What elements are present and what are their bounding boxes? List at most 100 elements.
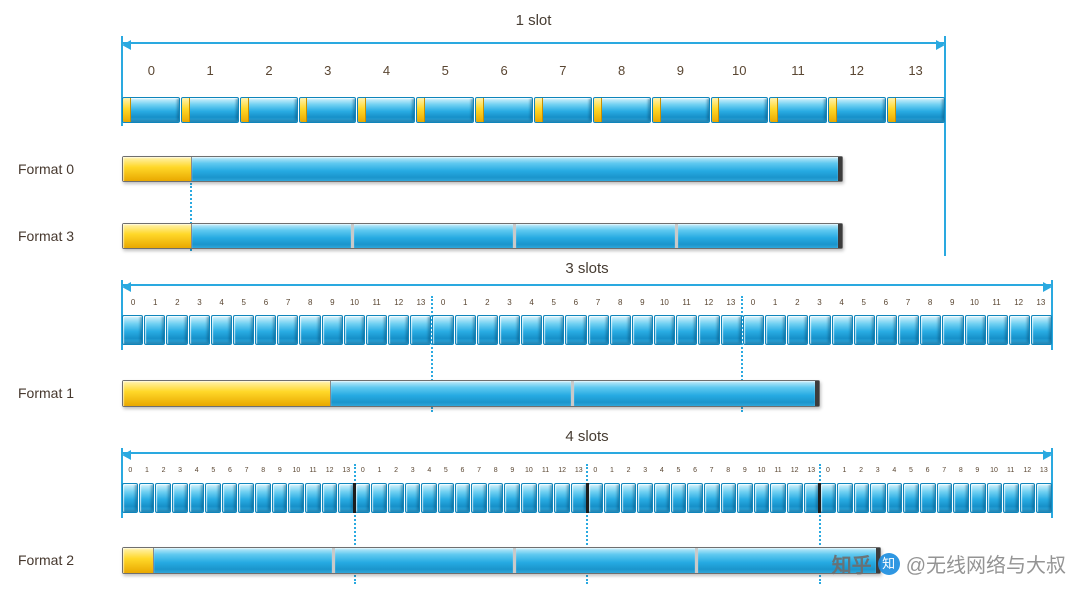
- symbol-index: 13: [908, 62, 923, 78]
- cyclic-prefix-strip: [652, 98, 661, 122]
- ofdm-symbol-block: [277, 315, 299, 345]
- symbol-index: 3: [643, 467, 648, 474]
- cyclic-prefix-strip: [888, 98, 896, 122]
- sequence-segment: [332, 548, 514, 573]
- ofdm-symbol-block: [676, 315, 698, 345]
- sequence-segment: [351, 224, 514, 248]
- ofdm-symbol-block: [122, 315, 144, 345]
- ofdm-symbol-block: [1008, 315, 1031, 345]
- sequence-segment: [191, 224, 351, 248]
- ofdm-symbol-block: [487, 483, 504, 513]
- cyclic-prefix-strip: [829, 98, 838, 122]
- ofdm-symbol-block: [698, 315, 720, 345]
- ofdm-symbol-block: [953, 483, 969, 513]
- ofdm-symbol-block: [122, 97, 180, 123]
- ofdm-symbol-block: [454, 483, 471, 513]
- symbol-index: 10: [757, 467, 766, 474]
- format-cp-block: [123, 157, 192, 181]
- symbol-index: 11: [992, 298, 1001, 307]
- format-end-cap: [814, 381, 819, 406]
- cyclic-prefix-strip: [417, 98, 426, 122]
- symbol-index: 8: [307, 298, 313, 307]
- slot-boundary-dotted-line: [431, 296, 433, 412]
- symbol-index: 11: [309, 467, 317, 474]
- ofdm-symbol-block: [592, 97, 651, 123]
- cyclic-prefix-strip: [535, 98, 543, 122]
- sequence-segment: [694, 548, 876, 573]
- symbol-index: 9: [330, 298, 335, 307]
- sequence-segment: [675, 224, 838, 248]
- ofdm-symbol-block: [770, 483, 786, 513]
- symbol-index: 7: [559, 62, 567, 78]
- ofdm-symbol-block: [820, 483, 836, 513]
- ofdm-symbol-block: [986, 483, 1003, 513]
- symbol-index: 0: [360, 467, 365, 474]
- symbol-index: 12: [325, 467, 334, 474]
- ofdm-symbol-block: [828, 97, 887, 123]
- ofdm-symbol-block: [343, 315, 365, 345]
- ofdm-symbol-block: [421, 483, 437, 513]
- symbol-index: 0: [128, 467, 133, 474]
- symbol-index: 1: [772, 298, 778, 307]
- ofdm-symbol-block: [886, 483, 903, 513]
- symbol-index: 2: [265, 62, 273, 78]
- ofdm-symbol-block: [521, 483, 537, 513]
- symbol-index: 4: [427, 467, 432, 474]
- ofdm-symbol-block: [321, 315, 343, 345]
- ofdm-symbol-block: [232, 315, 255, 345]
- slot-boundary-dotted-line: [189, 183, 192, 251]
- ofdm-symbol-block: [521, 315, 543, 345]
- symbol-index: 10: [969, 298, 979, 307]
- ofdm-symbol-block: [787, 483, 803, 513]
- right-boundary-line: [944, 36, 946, 256]
- symbol-index: 5: [551, 298, 556, 307]
- symbol-index: 3: [817, 298, 822, 307]
- symbol-index: 3: [507, 298, 512, 307]
- symbol-index: 7: [942, 467, 947, 474]
- ofdm-symbol-block: [1031, 315, 1053, 345]
- symbol-index: 6: [573, 298, 579, 307]
- sequence-segment: [191, 157, 838, 181]
- ofdm-symbol-block: [942, 315, 964, 345]
- format-bar: [122, 380, 820, 407]
- symbol-index: 6: [460, 467, 465, 474]
- ofdm-symbol-block: [299, 315, 321, 345]
- format-bar: [122, 156, 843, 182]
- ofdm-symbol-block: [637, 483, 653, 513]
- symbol-index: 3: [875, 467, 880, 474]
- symbol-index: 5: [441, 62, 449, 78]
- ofdm-symbol-block: [543, 315, 565, 345]
- symbol-index: 10: [990, 467, 998, 474]
- symbol-index: 1: [144, 467, 149, 474]
- ofdm-symbol-block: [875, 315, 898, 345]
- ofdm-symbol-block: [554, 483, 570, 513]
- ofdm-symbol-block: [565, 315, 587, 345]
- cyclic-prefix-strip: [240, 98, 249, 122]
- symbol-index: 7: [905, 298, 911, 307]
- symbol-index: 7: [595, 298, 601, 307]
- symbol-index: 10: [292, 467, 301, 474]
- ofdm-symbol-block: [388, 483, 404, 513]
- slot-boundary-dotted-line: [586, 464, 588, 584]
- section-duration-label: 4 slots: [565, 428, 609, 445]
- symbol-index: 8: [493, 467, 498, 474]
- symbol-index: 5: [211, 467, 216, 474]
- ofdm-symbol-block: [205, 483, 221, 513]
- symbol-index: 3: [197, 298, 202, 307]
- symbol-index: 7: [285, 298, 291, 307]
- sequence-segment: [571, 381, 815, 406]
- format-sequence: [191, 224, 838, 248]
- ofdm-symbol-block: [144, 315, 166, 345]
- ofdm-symbol-block: [887, 97, 946, 123]
- ofdm-symbol-block: [969, 483, 986, 513]
- symbol-index: 6: [500, 62, 508, 78]
- symbol-index: 2: [175, 298, 180, 307]
- sequence-segment: [331, 381, 572, 406]
- symbol-index: 2: [485, 298, 490, 307]
- symbol-index: 7: [244, 467, 249, 474]
- ofdm-symbol-block: [836, 483, 853, 513]
- symbol-index: 1: [206, 62, 214, 78]
- symbol-index: 1: [610, 467, 614, 474]
- format-end-cap: [837, 224, 842, 248]
- cyclic-prefix-strip: [476, 98, 484, 122]
